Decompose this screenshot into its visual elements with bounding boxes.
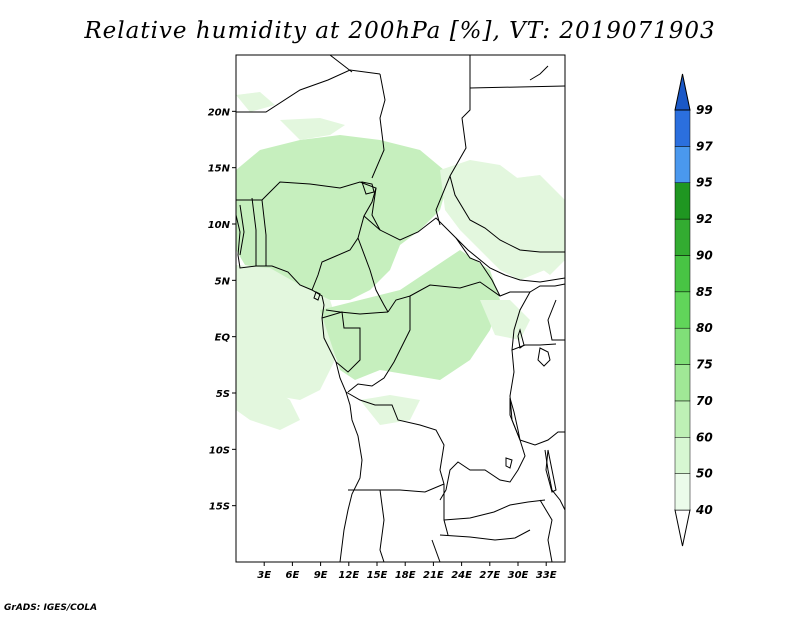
border-namibia [379,489,385,563]
lat-tick-label: 10N [208,220,231,231]
border-kenya [547,299,565,341]
border-north-3 [371,73,386,179]
humidity-region [270,190,365,255]
lon-tick-label: 21E [423,570,444,581]
lon-tick-label: 18E [395,570,416,581]
humidity-region [236,370,300,430]
lat-tick-label: 5N [215,276,231,287]
colorbar-bottom-arrow [674,509,691,547]
colorbar-label: 70 [696,394,713,408]
colorbar-segment [674,218,691,256]
humidity-field [236,92,565,430]
humidity-region [236,265,340,400]
colorbar-label: 95 [696,176,713,190]
country-borders [235,54,566,563]
lat-tick-label: 5S [216,389,230,400]
colorbar-top-arrow [674,73,691,111]
border-angola-south [348,483,445,493]
border-sudan [449,175,565,253]
border-nigeria [261,181,377,291]
colorbar-segment [674,146,691,183]
lake-albert [517,328,525,349]
island-bioko [313,291,321,301]
colorbar-label: 80 [696,321,713,335]
map-frame [235,54,566,563]
border-cameroon [357,237,389,313]
colorbar-label: 97 [696,139,713,153]
border-car-drc [409,281,566,297]
colorbar-label: 99 [696,103,713,117]
border-zambia [443,499,546,521]
grads-credit: GrADS: IGES/COLA [4,603,98,613]
lon-tick-label: 30E [508,570,529,581]
lat-tick-label: EQ [215,333,231,344]
border-cameroon-south [325,309,389,315]
humidity-region [280,118,345,140]
lake-victoria [537,347,551,367]
lake-tanganyika [509,397,521,441]
lon-tick-label: 3E [257,570,271,581]
border-north-5 [469,85,566,89]
lake-chad [361,181,375,195]
colorbar-label: 85 [696,285,713,299]
lon-tick-label: 27E [479,570,500,581]
lat-tick-label: 15N [208,164,231,175]
map-title: Relative humidity at 200hPa [%], VT: 201… [84,18,716,44]
axis-ticks: 20N 15N 10N 5N EQ 5S 10S 15S 3E 6E 9E 12E 15E 18E 21E 2… [208,107,557,581]
lat-tick-label: 20N [208,107,231,118]
humidity-region [236,92,275,112]
border-botswana [431,539,441,563]
border-togo [251,197,257,266]
border-tanzania [519,431,565,446]
colorbar-label: 90 [696,248,713,262]
lat-tick-label: 15S [209,502,230,513]
colorbar-segment [674,437,691,474]
border-benin [261,199,267,266]
colorbar-segment [674,473,691,511]
lon-tick-label: 24E [451,570,472,581]
lake-mweru [505,457,513,469]
colorbar: 40 50 60 70 75 80 85 90 92 95 97 99 [674,73,713,547]
border-gabon [321,311,361,373]
lake-malawi [545,449,557,493]
colorbar-label: 60 [696,430,713,444]
coastline-west [235,110,363,563]
colorbar-segment [674,291,691,329]
coast-red-sea [529,65,549,81]
colorbar-segment [674,327,691,365]
border-south-sudan [455,237,566,283]
colorbar-segment [674,109,691,147]
border-malawi [544,449,566,511]
colorbar-label: 50 [696,467,713,481]
border-north-2 [329,54,353,73]
humidity-region [480,300,530,340]
colorbar-segment [674,182,691,220]
border-zambia-south [439,529,531,541]
border-chad-car [363,215,501,297]
colorbar-label: 75 [696,358,713,372]
border-ghana [239,204,245,256]
border-chad-east [371,187,381,231]
humidity-region [500,175,565,275]
border-congo [347,295,411,393]
colorbar-label: 40 [695,503,713,517]
colorbar-segment [674,364,691,402]
border-mozambique [539,499,553,563]
colorbar-label: 92 [696,212,713,226]
border-north-1 [236,69,381,113]
lon-tick-label: 15E [367,570,388,581]
colorbar-segment [674,255,691,293]
lon-tick-label: 33E [536,570,557,581]
lon-tick-label: 9E [314,570,328,581]
border-angola-north [345,391,445,485]
humidity-region [360,395,420,425]
lon-tick-label: 12E [338,570,359,581]
border-drc-east [439,349,526,501]
lon-tick-label: 6E [286,570,300,581]
colorbar-segment [674,400,691,438]
border-north-4 [435,55,471,226]
lat-tick-label: 10S [209,445,230,456]
